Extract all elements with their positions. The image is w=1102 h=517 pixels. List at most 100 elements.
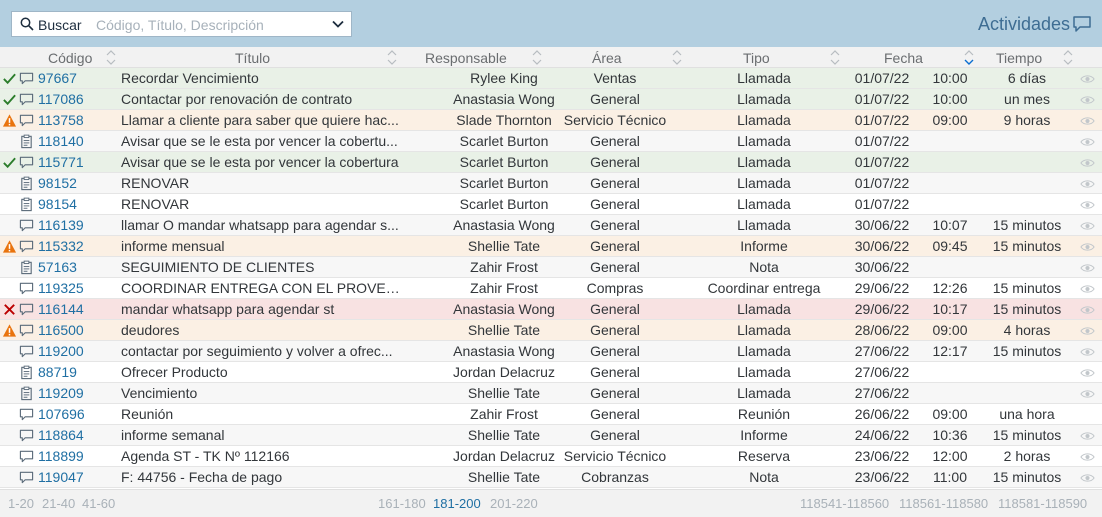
eye-icon[interactable]	[1080, 198, 1098, 214]
page-link[interactable]: 41-60	[82, 496, 116, 511]
activity-code-link[interactable]: 98152	[38, 175, 77, 191]
activity-code-link[interactable]: 98154	[38, 196, 77, 212]
column-header-tiempo[interactable]: Tiempo	[996, 50, 1043, 66]
page-link[interactable]: 161-180	[378, 496, 426, 511]
sort-descending-icon[interactable]	[964, 49, 974, 66]
activity-responsible: Scarlet Burton	[459, 175, 549, 191]
table-row[interactable]: 115771 Avisar que se le esta por vencer l…	[0, 152, 1102, 173]
eye-icon[interactable]	[1080, 177, 1098, 193]
sort-icon[interactable]	[672, 49, 682, 66]
page-link[interactable]: 21-40	[42, 496, 76, 511]
page-link[interactable]: 118541-118560	[800, 496, 890, 511]
activity-area: General	[590, 301, 640, 317]
sort-icon[interactable]	[387, 49, 397, 66]
activity-code-link[interactable]: 116144	[38, 301, 84, 317]
table-row[interactable]: 118140 Avisar que se le esta por vencer l…	[0, 131, 1102, 152]
column-header-area[interactable]: Área	[592, 50, 622, 66]
activity-code-link[interactable]: 119209	[38, 385, 84, 401]
activity-code-link[interactable]: 97667	[38, 70, 77, 86]
activity-code-link[interactable]: 119047	[38, 469, 84, 485]
activity-area: General	[590, 322, 640, 338]
table-row[interactable]: 107696 Reunión Zahir Frost General Reunión 26…	[0, 404, 1102, 425]
activity-code-link[interactable]: 116500	[38, 322, 84, 338]
activity-code-link[interactable]: 115332	[38, 238, 84, 254]
sort-icon[interactable]	[532, 49, 542, 66]
activity-area: General	[590, 175, 640, 191]
page-link[interactable]: 1-20	[8, 496, 35, 511]
table-row[interactable]: 117086 Contactar por renovación de contra…	[0, 89, 1102, 110]
activity-area: General	[590, 259, 640, 275]
chevron-down-icon[interactable]	[331, 17, 345, 31]
activity-code-link[interactable]: 118899	[38, 448, 84, 464]
activity-duration: 15 minutos	[992, 469, 1062, 485]
table-row[interactable]: 119209 Vencimiento Shellie Tate General Llam…	[0, 383, 1102, 404]
column-header-titulo[interactable]: Título	[235, 50, 271, 66]
eye-icon[interactable]	[1080, 303, 1098, 319]
eye-icon[interactable]	[1080, 345, 1098, 361]
eye-icon[interactable]	[1080, 93, 1098, 109]
activity-code-link[interactable]: 119200	[38, 343, 84, 359]
column-header-codigo[interactable]: Código	[48, 50, 93, 66]
table-row[interactable]: 97667 Recordar Vencimiento Rylee King Venta…	[0, 68, 1102, 89]
activity-duration: 15 minutos	[992, 343, 1062, 359]
eye-icon[interactable]	[1080, 282, 1098, 298]
table-row[interactable]: 98154 RENOVAR Scarlet Burton General Llamada…	[0, 194, 1102, 215]
activity-code-link[interactable]: 107696	[38, 406, 85, 422]
eye-icon[interactable]	[1080, 156, 1098, 172]
activity-code-link[interactable]: 116139	[38, 217, 84, 233]
search-label[interactable]: Buscar	[38, 17, 82, 33]
activity-time: 10:00	[932, 70, 968, 86]
table-row[interactable]: 118899 Agenda ST - TK Nº 112166 Jordan Del…	[0, 446, 1102, 467]
activity-area: Ventas	[593, 70, 637, 86]
warning-icon	[2, 113, 18, 131]
eye-icon[interactable]	[1080, 429, 1098, 445]
activity-responsible: Zahir Frost	[470, 280, 538, 296]
sort-icon[interactable]	[830, 49, 840, 66]
eye-icon[interactable]	[1080, 387, 1098, 403]
sort-icon[interactable]	[106, 49, 116, 66]
search-input[interactable]	[94, 15, 328, 35]
activity-code-link[interactable]: 113758	[38, 112, 84, 128]
table-row[interactable]: 113758 Llamar a cliente para saber que qu…	[0, 110, 1102, 131]
table-row[interactable]: 116139 llamar O mandar whatsapp para agen…	[0, 215, 1102, 236]
activity-area: Compras	[586, 280, 644, 296]
sort-icon[interactable]	[1063, 49, 1073, 66]
table-row[interactable]: 118864 informe semanal Shellie Tate General…	[0, 425, 1102, 446]
eye-icon[interactable]	[1080, 366, 1098, 382]
column-header-fecha[interactable]: Fecha	[884, 50, 923, 66]
eye-icon[interactable]	[1080, 72, 1098, 88]
eye-icon[interactable]	[1080, 324, 1098, 340]
page-link[interactable]: 118561-118580	[899, 496, 989, 511]
activity-code-link[interactable]: 118864	[38, 427, 84, 443]
table-row[interactable]: 88719 Ofrecer Producto Jordan Delacruz Gene…	[0, 362, 1102, 383]
page-link[interactable]: 201-220	[490, 496, 538, 511]
column-header-responsable[interactable]: Responsable	[425, 50, 507, 66]
page-link[interactable]: 118581-118590	[998, 496, 1088, 511]
activity-code-link[interactable]: 57163	[38, 259, 77, 275]
column-header-tipo[interactable]: Tipo	[743, 50, 770, 66]
table-row[interactable]: 98152 RENOVAR Scarlet Burton General Llamada…	[0, 173, 1102, 194]
activity-code-link[interactable]: 88719	[38, 364, 77, 380]
activity-type: Informe	[740, 238, 788, 254]
eye-icon[interactable]	[1080, 135, 1098, 151]
search-box[interactable]: Buscar	[11, 11, 352, 37]
eye-icon[interactable]	[1080, 219, 1098, 235]
eye-icon[interactable]	[1080, 471, 1098, 487]
table-row[interactable]: 119200 contactar por seguimiento y volver…	[0, 341, 1102, 362]
table-row[interactable]: 115332 informe mensual Shellie Tate General…	[0, 236, 1102, 257]
activity-code-link[interactable]: 117086	[38, 91, 84, 107]
activity-type: Llamada	[737, 91, 791, 107]
eye-icon[interactable]	[1080, 261, 1098, 277]
table-row[interactable]: 119047 F: 44756 - Fecha de pago Shellie Ta…	[0, 467, 1102, 488]
eye-icon[interactable]	[1080, 114, 1098, 130]
eye-icon[interactable]	[1080, 240, 1098, 256]
activity-code-link[interactable]: 119325	[38, 280, 84, 296]
table-row[interactable]: 119325 COORDINAR ENTREGA CON EL PROVEE...…	[0, 278, 1102, 299]
table-row[interactable]: 116500 deudores Shellie Tate General Llamada…	[0, 320, 1102, 341]
activity-code-link[interactable]: 118140	[38, 133, 84, 149]
page-link-current[interactable]: 181-200	[433, 496, 481, 511]
table-row[interactable]: 57163 SEGUIMIENTO DE CLIENTES Zahir Frost G…	[0, 257, 1102, 278]
eye-icon[interactable]	[1080, 450, 1098, 466]
activity-code-link[interactable]: 115771	[38, 154, 84, 170]
table-row[interactable]: 116144 mandar whatsapp para agendar st Ana…	[0, 299, 1102, 320]
